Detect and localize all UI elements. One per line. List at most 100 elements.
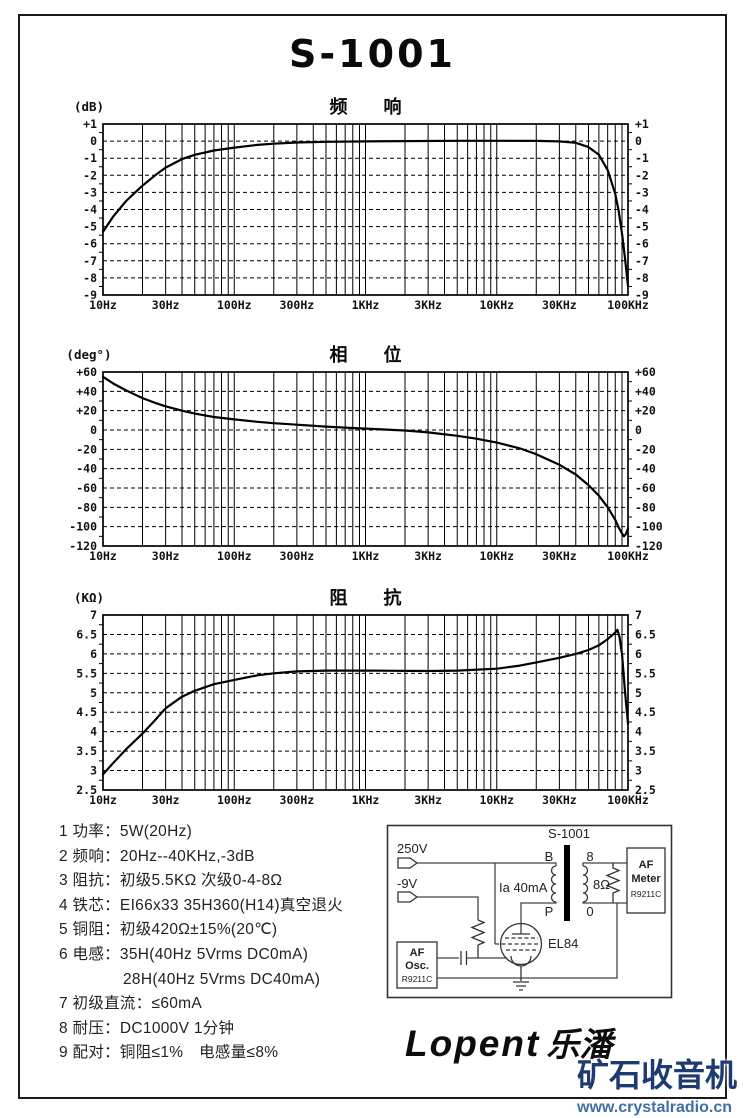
y-axis-label-right: -40 (635, 462, 656, 476)
x-axis-label: 100KHz (607, 549, 649, 563)
supply-250v-label: 250V (397, 841, 428, 856)
spec-item: 2 频响：20Hz--40KHz,-3dB (59, 847, 255, 865)
spec-item: 3 阻抗：初级5.5KΩ 次级0-4-8Ω (59, 872, 283, 890)
plot-border (102, 614, 629, 791)
x-axis-label: 100KHz (607, 298, 649, 312)
y-axis-label-left: -7 (83, 254, 97, 268)
transformer-core (564, 845, 570, 921)
y-axis-label-right: 5.5 (635, 666, 656, 680)
y-axis-label-right: +20 (635, 404, 656, 418)
y-axis-label-left: -5 (83, 220, 97, 234)
y-axis-label-right: 6.5 (635, 627, 656, 641)
x-axis-label: 100Hz (217, 298, 252, 312)
y-axis-label-left: 3 (90, 764, 97, 778)
page-title: S-1001 (289, 32, 456, 76)
watermark: 矿石收音机 www.crystalradio.cn (577, 1050, 737, 1117)
af-oscillator-box (396, 941, 438, 989)
y-axis-label-left: +20 (76, 404, 97, 418)
chart-title: 频 响 (330, 96, 402, 117)
y-axis-label-right: 4.5 (635, 705, 656, 719)
coupling-capacitor (460, 951, 468, 965)
y-axis-label-right: 0 (635, 423, 642, 437)
y-axis-label-right: -5 (635, 220, 649, 234)
y-axis-label-right: 3 (635, 764, 642, 778)
meter-label-1: AF (639, 859, 654, 871)
y-axis-label-left: 0 (90, 423, 97, 437)
spec-item: 5 铜阻：初级420Ω±15%(20℃) (59, 921, 278, 939)
y-axis-label-left: 4 (90, 725, 97, 739)
x-axis-label: 1KHz (352, 298, 380, 312)
x-axis-label: 3KHz (414, 793, 442, 807)
y-axis-label-left: 5.5 (76, 666, 97, 680)
spec-item: 6 电感：35H(40Hz 5Vrms DC0mA) (59, 945, 309, 963)
brand-logo-latin: Lopent (405, 1023, 541, 1064)
watermark-site-url: www.crystalradio.cn (577, 1099, 733, 1116)
supply-neg9v-label: -9V (397, 876, 418, 891)
curve-line (101, 375, 630, 538)
x-axis-label: 300Hz (280, 793, 315, 807)
y-axis-label-left: -120 (69, 539, 97, 553)
y-axis-label-left: -80 (76, 500, 97, 514)
osc-label-2: Osc. (405, 960, 429, 972)
x-axis-label: 10KHz (479, 793, 514, 807)
y-axis-label-left: 5 (90, 686, 97, 700)
terminal-0-label: 0 (586, 904, 593, 919)
y-axis-label-right: 2.5 (635, 783, 656, 797)
y-axis-unit: (deg°) (66, 347, 111, 362)
x-axis-label: 1KHz (352, 549, 380, 563)
y-axis-label-left: -6 (83, 237, 97, 251)
y-axis-label-right: 0 (635, 134, 642, 148)
y-axis-label-left: -4 (83, 203, 97, 217)
x-axis-label: 30KHz (542, 298, 577, 312)
y-axis-label-left: -100 (69, 520, 97, 534)
y-axis-label-right: 7 (635, 608, 642, 622)
frequency-response-chart: +1 +1 0 0 -1 -1 -2 -2 -3 -3 -4 -4 -5 -5 -6 -6 -7 -7 -8 -8 -9… (74, 96, 649, 312)
primary-winding (550, 865, 557, 903)
af-meter-box (626, 847, 666, 914)
x-axis-label: 300Hz (280, 298, 315, 312)
spec-item: 4 铁芯：EI66x33 35H360(H14)真空退火 (59, 896, 344, 914)
load-resistor-label: 8Ω (593, 877, 610, 892)
secondary-top-wire (582, 862, 627, 866)
y-axis-label-left: -60 (76, 481, 97, 495)
chart-title: 阻 抗 (330, 587, 402, 608)
b-plus-wire (417, 862, 557, 866)
y-axis-label-left: -3 (83, 185, 97, 199)
y-axis-label-right: -20 (635, 442, 656, 456)
x-axis-label: 30KHz (542, 793, 577, 807)
y-axis-label-right: -100 (635, 520, 663, 534)
spec-list: 1 功率：5W(20Hz) 2 频响：20Hz--40KHz,-3dB 3 阻抗：初… (59, 820, 389, 1066)
y-axis-label-left: 4.5 (76, 705, 97, 719)
curve-line (101, 139, 630, 288)
terminal-8-label: 8 (586, 849, 593, 864)
plot-border (102, 123, 629, 296)
y-axis-label-left: 6.5 (76, 627, 97, 641)
y-axis-label-right: 4 (635, 725, 642, 739)
x-axis-label: 30Hz (152, 298, 180, 312)
y-axis-label-left: -1 (83, 151, 97, 165)
y-axis-label-right: 6 (635, 647, 642, 661)
y-axis-unit: (dB) (74, 99, 104, 114)
y-axis-label-right: -2 (635, 168, 649, 182)
y-axis-label-left: -40 (76, 462, 97, 476)
y-axis-label-right: -7 (635, 254, 649, 268)
x-axis-label: 10KHz (479, 549, 514, 563)
return-wire (437, 903, 618, 979)
test-circuit-diagram: S-1001 B P 8 0 Ia 40mA 250V -9V 8Ω EL84 (386, 824, 673, 999)
y-axis-label-right: +1 (635, 117, 649, 131)
x-axis-label: 30Hz (152, 549, 180, 563)
x-axis-label: 3KHz (414, 298, 442, 312)
y-axis-label-right: +60 (635, 365, 656, 379)
terminal-b-label: B (545, 849, 554, 864)
x-axis-label: 10KHz (479, 298, 514, 312)
y-axis-label-right: 5 (635, 686, 642, 700)
bias-wire (417, 896, 479, 920)
x-axis-label: 30KHz (542, 549, 577, 563)
y-axis-label-left: -8 (83, 271, 97, 285)
x-axis-label: 3KHz (414, 549, 442, 563)
y-axis-label-right: -4 (635, 203, 649, 217)
y-axis-label-right: -1 (635, 151, 649, 165)
y-axis-label-right: -9 (635, 288, 649, 302)
y-axis-label-left: +60 (76, 365, 97, 379)
y-axis-unit: (KΩ) (74, 590, 104, 605)
